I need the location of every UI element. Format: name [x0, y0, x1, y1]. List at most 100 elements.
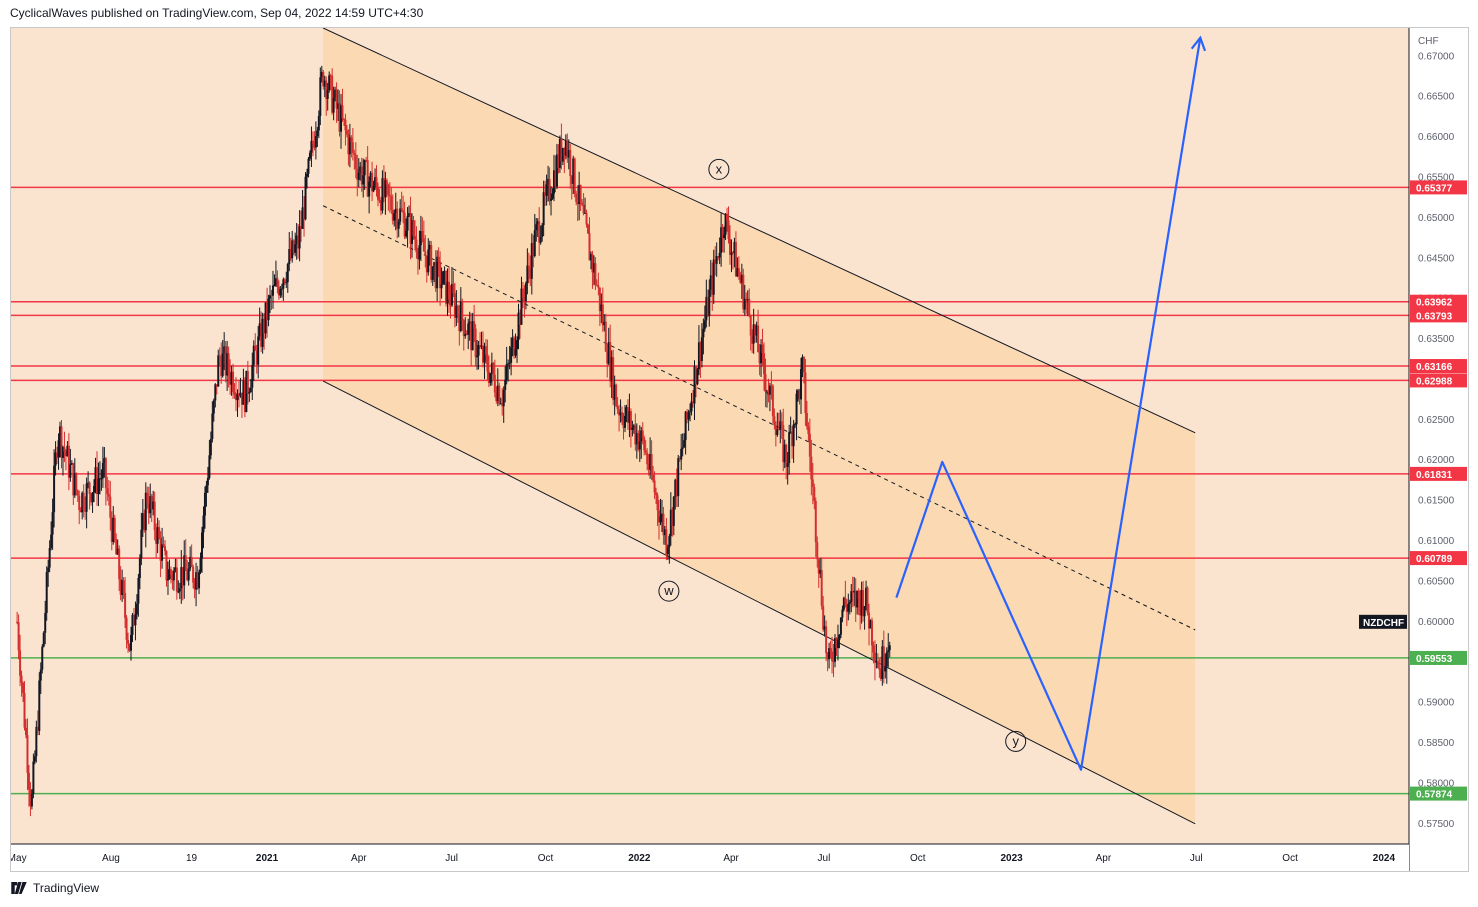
candle-body [615, 384, 618, 407]
x-tick-label: Apr [1096, 853, 1112, 864]
nzdchf-chart[interactable]: x w y CHF 0.67000 0.66500 0.66000 0.65500 0.6500… [11, 28, 1468, 871]
candle-body [140, 529, 143, 559]
candle-body [686, 411, 689, 420]
candle-body [773, 416, 776, 426]
y-tick-label: 0.63500 [1418, 334, 1455, 345]
candle-body [376, 186, 379, 200]
candle-body [239, 392, 242, 397]
candle-body [427, 249, 430, 273]
x-tick-label: 2022 [628, 853, 651, 864]
chart-area[interactable]: x w y CHF 0.67000 0.66500 0.66000 0.65500 0.6500… [10, 27, 1469, 872]
candle-body [245, 370, 248, 413]
candle-body [169, 569, 172, 575]
x-tick-label: 2023 [1000, 853, 1023, 864]
candle-body [737, 268, 740, 276]
candle-body [720, 227, 723, 253]
candle-body [153, 501, 156, 531]
candle-body [492, 363, 495, 375]
x-tick-label: Oct [1282, 853, 1298, 864]
candle-body [807, 426, 810, 434]
candle-body [751, 335, 754, 344]
candle-body [628, 411, 631, 423]
candle-body [436, 256, 439, 289]
candle-body [445, 270, 448, 304]
candle-body [443, 270, 446, 272]
candle-body [242, 380, 245, 405]
candle-body [195, 572, 198, 590]
candle-body [177, 591, 180, 593]
candle-body [875, 660, 878, 663]
candle-body [527, 265, 530, 270]
candle-body [548, 178, 551, 201]
candle-body [461, 301, 464, 321]
candle-body [721, 227, 724, 239]
candle-body [552, 170, 555, 194]
candle-body [276, 278, 279, 287]
candle-body [48, 548, 51, 568]
candle-body [104, 458, 107, 489]
candle-body [449, 299, 452, 306]
candle-body [208, 455, 211, 478]
candle-body [677, 458, 680, 497]
level-price-label-0.57874: 0.57874 [1416, 790, 1453, 801]
candle-body [878, 668, 881, 670]
candle-body [121, 580, 124, 595]
candle-body [678, 458, 681, 460]
candle-body [785, 444, 788, 467]
candle-body [808, 433, 811, 457]
candle-body [754, 324, 757, 336]
candle-body [825, 626, 828, 654]
candle-body [761, 344, 764, 354]
candle-body [564, 140, 567, 156]
candle-body [700, 337, 703, 362]
candle-body [888, 645, 891, 651]
candle-body [205, 485, 208, 493]
candle-body [223, 346, 226, 354]
candle-body [794, 424, 797, 426]
candle-body [866, 587, 869, 613]
candle-body [397, 221, 400, 229]
y-tick-label: 0.66500 [1418, 92, 1455, 103]
candle-body [718, 252, 721, 258]
candle-body [433, 262, 436, 267]
candle-body [424, 251, 427, 256]
footer-brand-label: TradingView [33, 881, 100, 895]
candle-body [84, 509, 87, 512]
candle-body [218, 355, 221, 357]
candle-body [705, 296, 708, 321]
candle-body [286, 264, 289, 283]
candle-body [629, 411, 632, 430]
candle-body [323, 80, 326, 87]
candle-body [374, 177, 377, 186]
candle-body [587, 224, 590, 234]
axis-currency-label: CHF [1418, 36, 1439, 47]
candle-body [322, 72, 325, 87]
candle-body [375, 177, 378, 187]
candle-body [835, 638, 838, 649]
candle-body [138, 558, 141, 578]
candle-body [174, 567, 177, 571]
candle-body [134, 614, 137, 626]
candle-body [644, 450, 647, 453]
candle-body [777, 429, 780, 431]
candle-body [505, 364, 508, 380]
candle-body [764, 373, 767, 392]
candle-body [306, 173, 309, 177]
candle-body [635, 433, 638, 445]
candle-body [822, 605, 825, 630]
candle-body [166, 578, 169, 581]
candle-body [261, 318, 264, 347]
candle-body [292, 240, 295, 253]
candle-body [69, 464, 72, 478]
candle-body [524, 283, 527, 302]
candle-body [838, 634, 841, 640]
candle-body [36, 726, 39, 731]
candle-body [507, 363, 510, 365]
candle-body [504, 379, 507, 390]
candle-body [760, 344, 763, 364]
candle-body [547, 178, 550, 185]
candle-body [538, 221, 541, 243]
candle-body [652, 474, 655, 481]
candle-body [529, 269, 532, 279]
candle-body [88, 482, 91, 494]
